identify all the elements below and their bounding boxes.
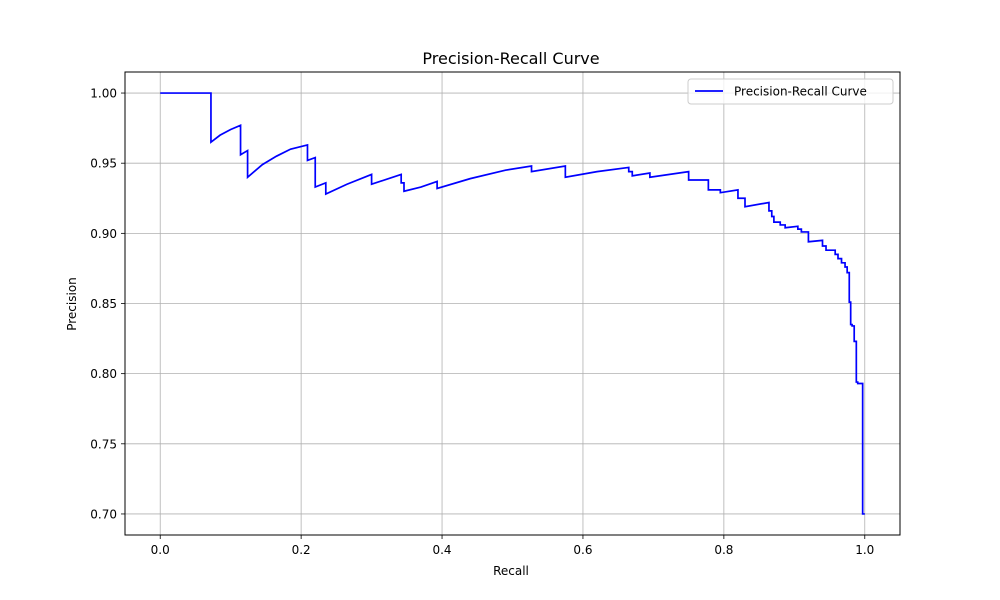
precision-recall-line bbox=[160, 92, 865, 515]
chart-title: Precision-Recall Curve bbox=[422, 49, 599, 68]
y-tick-label: 0.70 bbox=[90, 507, 117, 521]
y-tick-label: 0.85 bbox=[90, 297, 117, 311]
y-axis-label: Precision bbox=[65, 277, 79, 331]
series-layer bbox=[160, 92, 865, 515]
y-tick-label: 1.00 bbox=[90, 87, 117, 101]
legend: Precision-Recall Curve bbox=[687, 78, 894, 105]
x-tick-label: 0.4 bbox=[432, 543, 451, 557]
x-tick-label: 0.8 bbox=[714, 543, 733, 557]
y-tick-label: 0.75 bbox=[90, 437, 117, 451]
x-tick-label: 1.0 bbox=[855, 543, 874, 557]
x-axis-label: Recall bbox=[493, 564, 529, 578]
y-tick-label: 0.80 bbox=[90, 367, 117, 381]
y-tick-label: 0.95 bbox=[90, 157, 117, 171]
y-axis-ticks: 0.70 0.75 0.80 0.85 0.90 0.95 1.00 bbox=[90, 87, 125, 521]
y-tick-label: 0.90 bbox=[90, 227, 117, 241]
x-tick-label: 0.0 bbox=[151, 543, 170, 557]
x-tick-label: 0.2 bbox=[292, 543, 311, 557]
x-tick-label: 0.6 bbox=[573, 543, 592, 557]
legend-box bbox=[687, 78, 894, 105]
legend-label: Precision-Recall Curve bbox=[734, 85, 867, 99]
x-axis-ticks: 0.0 0.2 0.4 0.6 0.8 1.0 bbox=[151, 535, 874, 557]
